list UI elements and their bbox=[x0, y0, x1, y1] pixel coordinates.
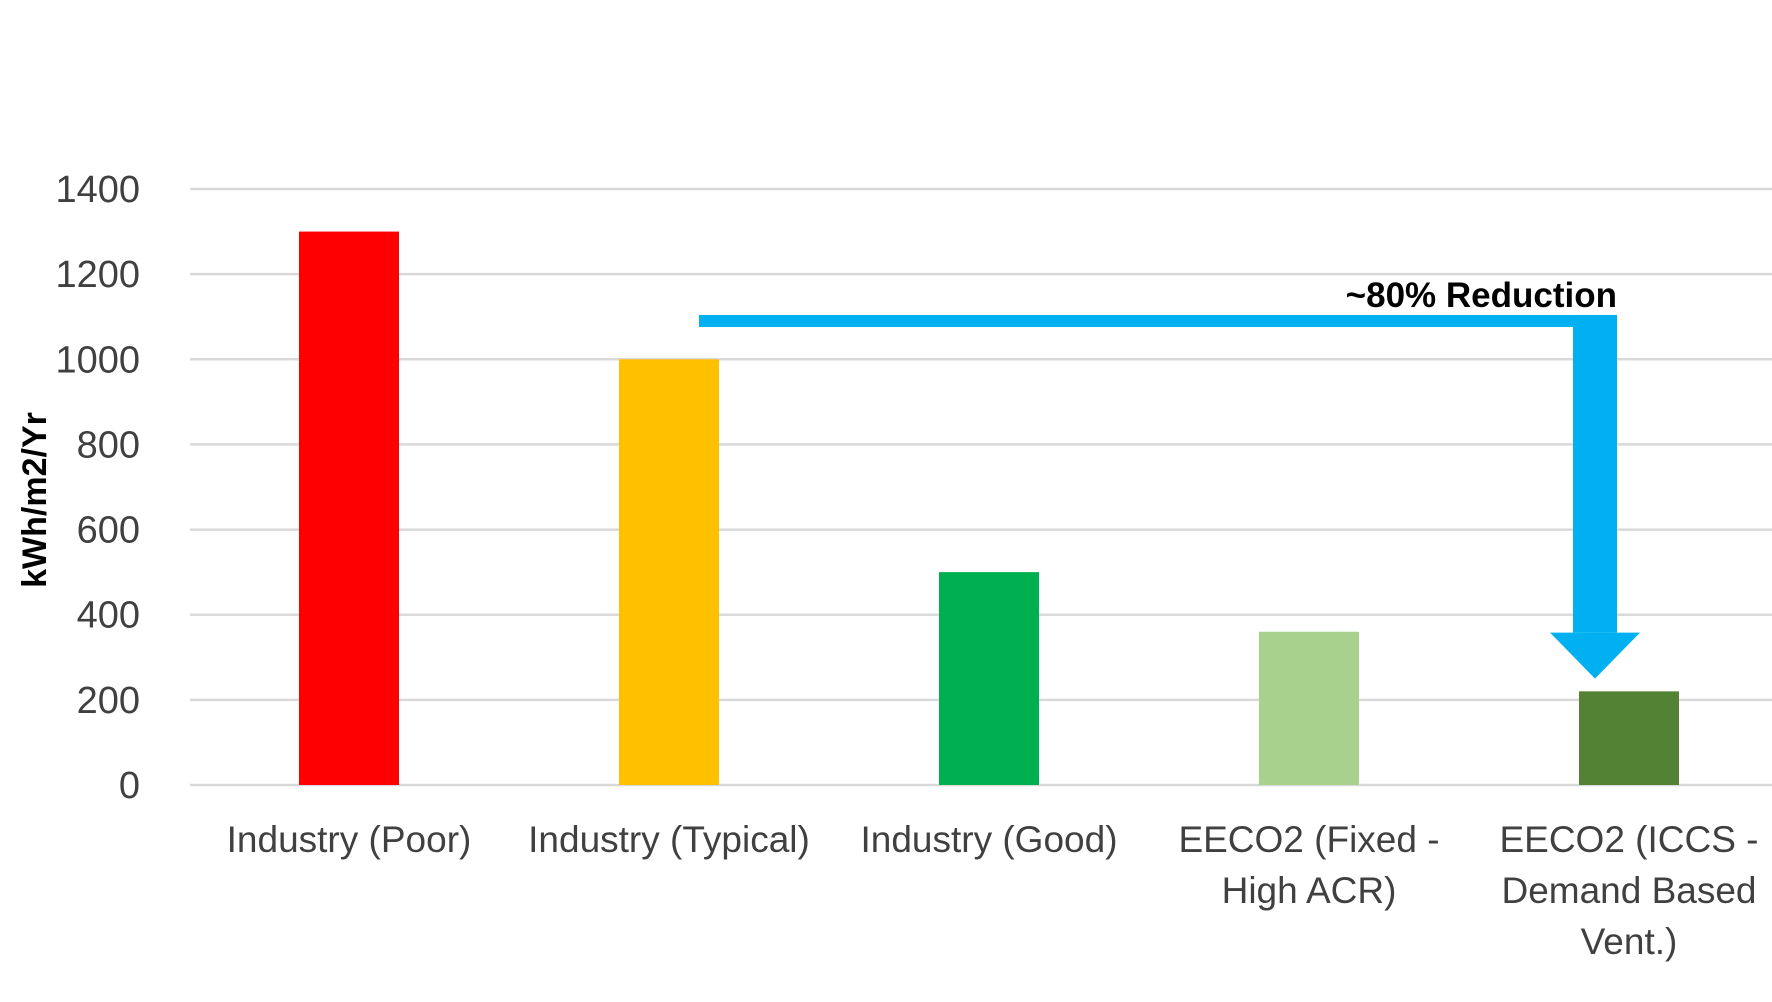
bar bbox=[939, 572, 1039, 785]
bar bbox=[619, 359, 719, 785]
x-tick-label: Vent.) bbox=[1581, 921, 1678, 962]
y-tick-label: 1200 bbox=[55, 254, 140, 296]
annotation-arrow-line bbox=[699, 314, 1617, 327]
bars bbox=[299, 231, 1679, 786]
x-tick-label: EECO2 (Fixed - bbox=[1178, 819, 1439, 860]
y-axis-label: kWh/m2/Yr bbox=[16, 412, 54, 588]
annotation-arrow-head bbox=[1550, 632, 1640, 679]
x-axis-labels: Industry (Poor) Industry (Typical) Industr… bbox=[227, 819, 1759, 962]
x-tick-label: EECO2 (ICCS - bbox=[1499, 819, 1758, 860]
y-tick-label: 200 bbox=[77, 680, 140, 722]
y-tick-label: 600 bbox=[77, 510, 140, 552]
y-axis-ticks: 0 200 400 600 800 1000 1200 1400 bbox=[55, 169, 140, 807]
x-tick-label: Industry (Typical) bbox=[528, 819, 810, 860]
x-tick-label: Demand Based bbox=[1501, 870, 1756, 911]
annotation-label: ~80% Reduction bbox=[1346, 276, 1617, 315]
reduction-annotation: ~80% Reduction bbox=[699, 276, 1640, 679]
bar bbox=[299, 231, 399, 786]
x-tick-label: Industry (Poor) bbox=[227, 819, 472, 860]
y-tick-label: 800 bbox=[77, 424, 140, 466]
x-tick-label: High ACR) bbox=[1222, 870, 1397, 911]
bar bbox=[1579, 691, 1679, 785]
y-tick-label: 400 bbox=[77, 595, 140, 637]
y-tick-label: 0 bbox=[119, 765, 140, 807]
bar bbox=[1259, 631, 1359, 785]
x-tick-label: Industry (Good) bbox=[860, 819, 1117, 860]
y-tick-label: 1400 bbox=[55, 169, 140, 211]
annotation-arrow-shaft bbox=[1573, 314, 1617, 633]
y-tick-label: 1000 bbox=[55, 339, 140, 381]
